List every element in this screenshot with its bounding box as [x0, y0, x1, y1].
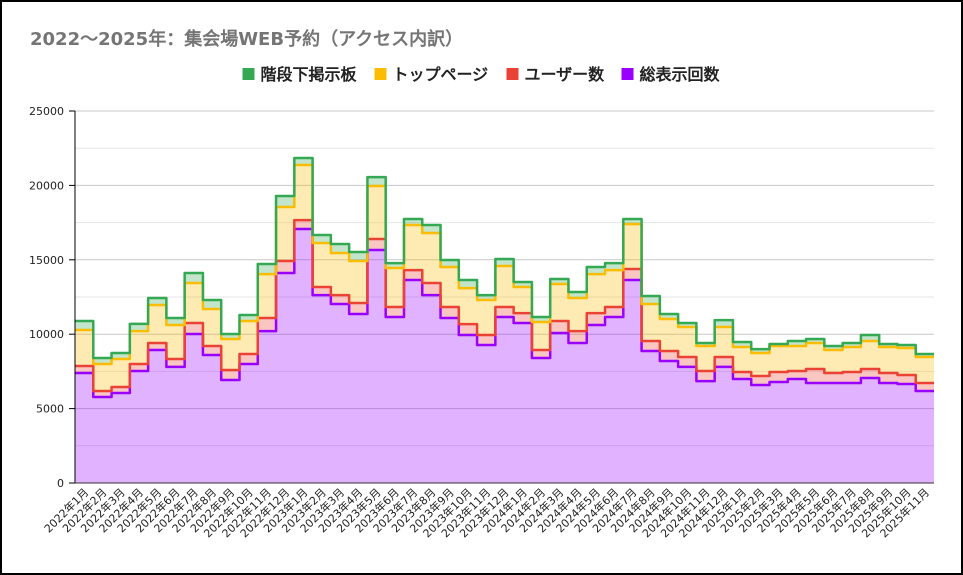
series-areas	[75, 156, 934, 483]
y-tick-label: 0	[57, 477, 64, 490]
legend-swatch	[242, 68, 255, 80]
y-tick-label: 5000	[36, 403, 64, 416]
legend-item: 階段下掲示板	[242, 65, 358, 84]
legend: 階段下掲示板 トップページ ユーザー数 総表示回数	[242, 65, 721, 84]
area-階段下掲示板	[75, 158, 934, 364]
line-ユーザー数	[75, 218, 934, 393]
y-tick-label: 25000	[29, 105, 64, 118]
legend-label: ユーザー数	[525, 65, 606, 84]
legend-label: 階段下掲示板	[261, 65, 358, 84]
legend-swatch	[506, 68, 519, 80]
area-トップページ	[75, 165, 934, 392]
y-tick-label: 20000	[29, 179, 64, 192]
legend-item: トップページ	[374, 65, 489, 84]
legend-swatch	[621, 68, 634, 80]
legend-item: 総表示回数	[621, 65, 721, 84]
area-ユーザー数	[75, 220, 934, 397]
legend-swatch	[374, 68, 387, 80]
y-tick-label: 10000	[29, 328, 64, 341]
legend-label: 総表示回数	[640, 65, 721, 84]
legend-item: ユーザー数	[506, 65, 606, 84]
area-総表示回数	[75, 228, 934, 483]
y-tick-label: 15000	[29, 254, 64, 267]
line-階段下掲示板	[75, 156, 934, 360]
legend-label: トップページ	[393, 65, 489, 84]
chart-title: 2022〜2025年：集会場WEB予約（アクセス内訳）	[30, 28, 463, 50]
axes: 05000100001500020000250002022年1月2022年2月2…	[29, 105, 934, 540]
